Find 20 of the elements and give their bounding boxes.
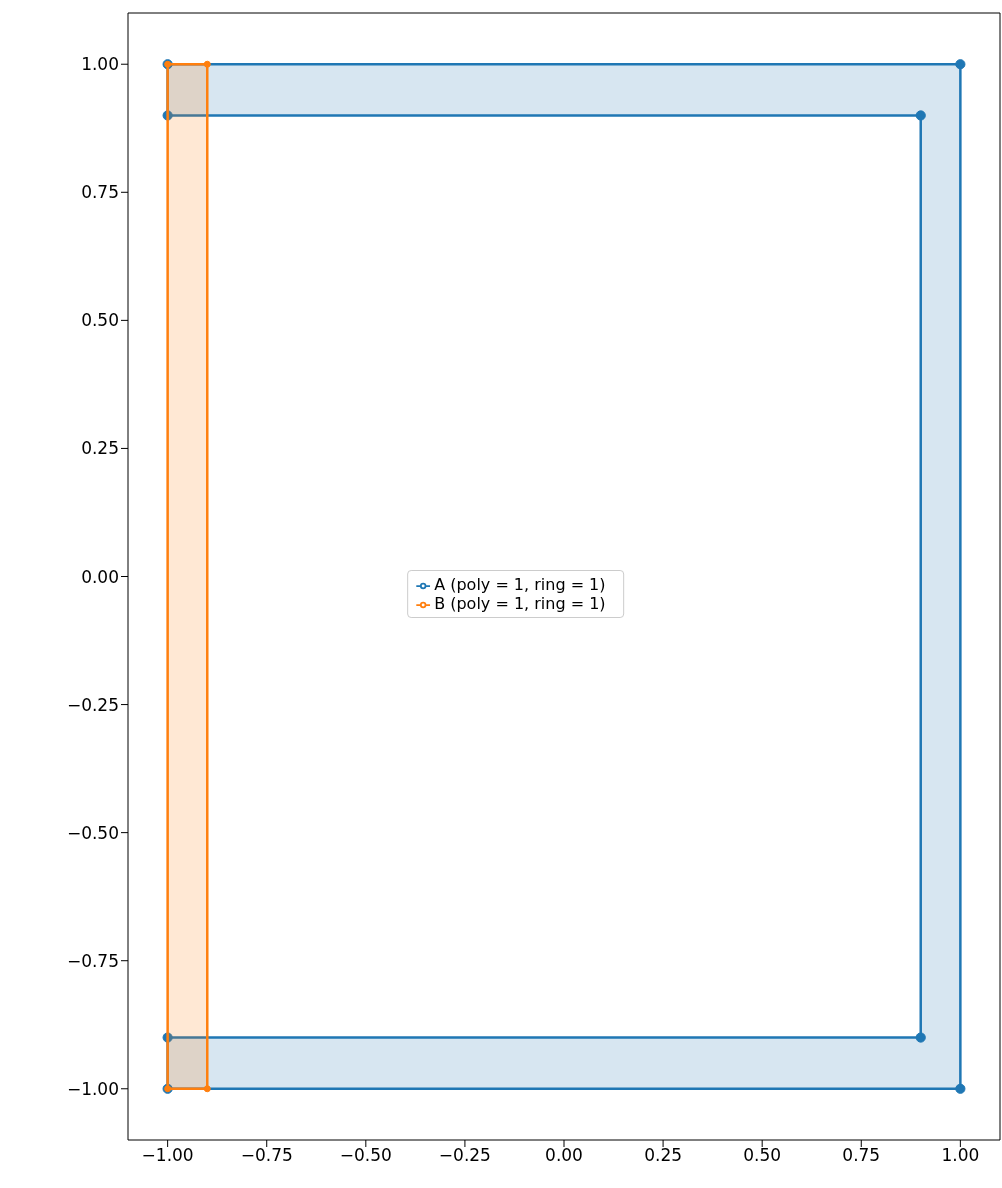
x-tick-label: −0.25 bbox=[438, 1145, 491, 1166]
legend-label: A (poly = 1, ring = 1) bbox=[434, 575, 606, 594]
y-tick-label: −1.00 bbox=[66, 1078, 119, 1099]
y-tick-label: 0.25 bbox=[81, 438, 119, 459]
x-tick-label: −0.75 bbox=[240, 1145, 293, 1166]
x-tick-label: 0.00 bbox=[545, 1145, 583, 1166]
x-tick-label: 0.50 bbox=[743, 1145, 782, 1166]
x-tick-label: 0.25 bbox=[644, 1145, 683, 1166]
y-tick-label: 0.75 bbox=[81, 182, 119, 203]
x-tick-label: −1.00 bbox=[141, 1145, 194, 1166]
x-tick-label: 0.75 bbox=[842, 1145, 881, 1166]
legend-label: B (poly = 1, ring = 1) bbox=[434, 594, 606, 613]
y-tick-label: 1.00 bbox=[81, 54, 119, 75]
y-tick-label: 0.00 bbox=[81, 566, 119, 587]
y-tick-label: −0.25 bbox=[66, 694, 119, 715]
y-tick-label: −0.75 bbox=[66, 950, 119, 971]
x-tick-label: 1.00 bbox=[941, 1145, 980, 1166]
y-tick-label: −0.50 bbox=[66, 822, 119, 843]
x-tick-label: −0.50 bbox=[339, 1145, 392, 1166]
y-tick-label: 0.50 bbox=[81, 310, 119, 331]
